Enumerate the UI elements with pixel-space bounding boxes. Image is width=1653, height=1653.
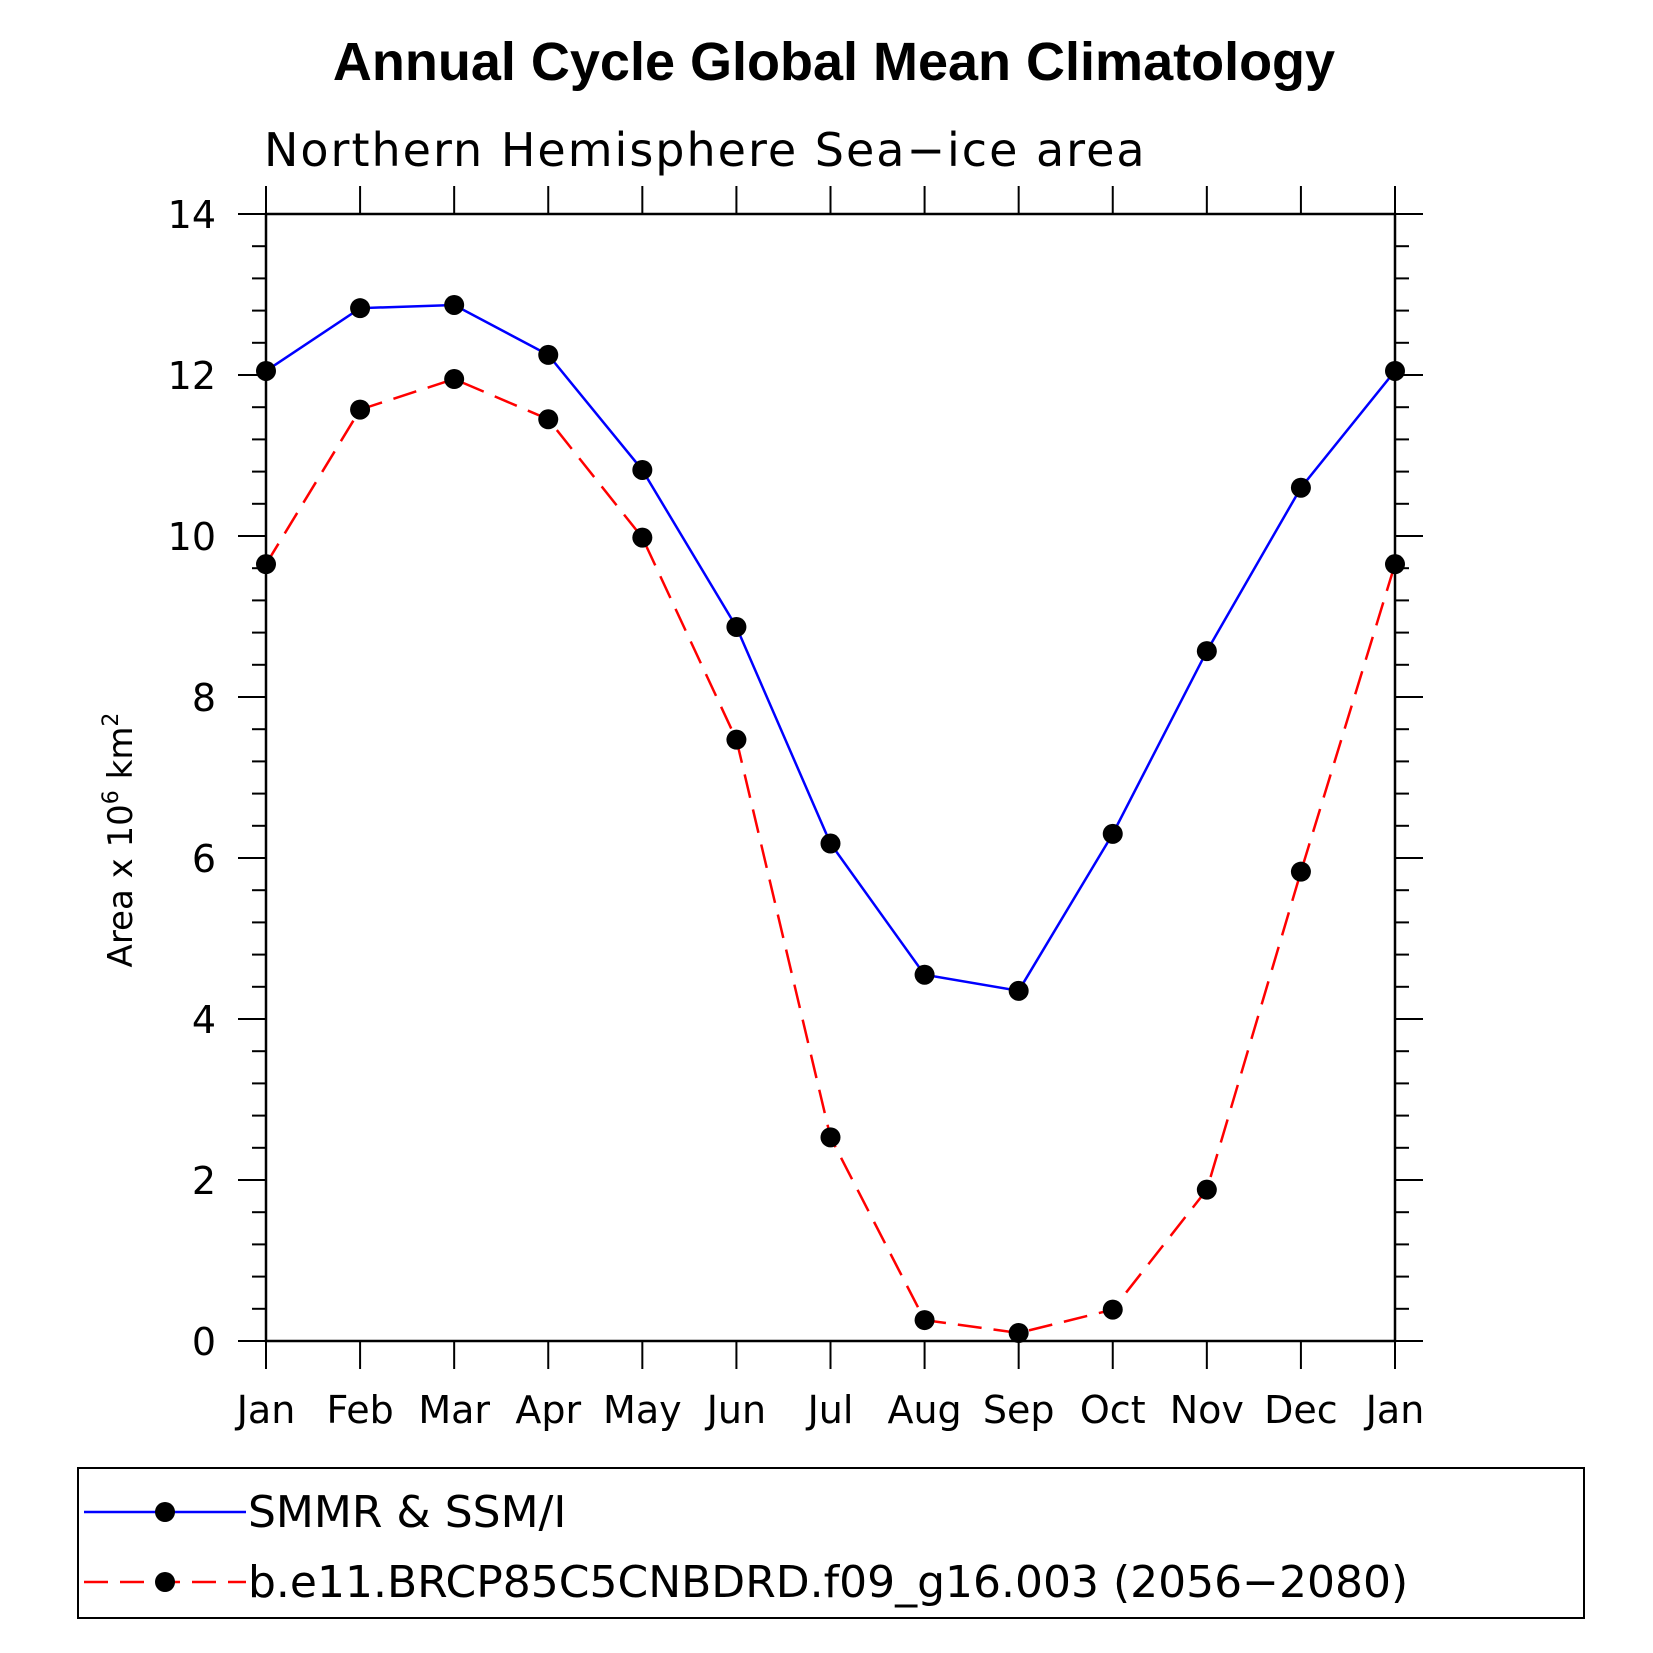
x-tick-label: Oct <box>1080 1388 1146 1432</box>
svg-text:Area x 106 km2: Area x 106 km2 <box>99 713 141 968</box>
x-tick-label: Jan <box>1364 1388 1425 1432</box>
series-point <box>914 1310 935 1331</box>
series-point <box>256 360 276 381</box>
x-tick-label: Jun <box>705 1388 766 1432</box>
y-axis-label-unit-spacer <box>101 779 141 790</box>
series-point <box>1290 861 1311 882</box>
series-point <box>350 298 371 319</box>
y-axis-ticks: 0 2 4 6 8 10 12 14 <box>168 193 1423 1364</box>
y-tick-label: 12 <box>168 354 216 398</box>
y-axis-label-unit: km <box>101 727 141 780</box>
y-axis-label-main: Area x 10 <box>101 804 141 967</box>
series-point <box>632 527 653 548</box>
series-point <box>1385 360 1405 381</box>
y-tick-label: 10 <box>168 515 216 559</box>
x-tick-label: Mar <box>418 1388 490 1432</box>
series-point <box>1102 823 1123 844</box>
legend-items: SMMR & SSM/I b.e11.BRCP85C5CNBDRD.f09_g16… <box>84 1487 1408 1608</box>
legend-label: b.e11.BRCP85C5CNBDRD.f09_g16.003 (2056−2… <box>248 1557 1408 1608</box>
y-tick-label: 8 <box>192 676 216 720</box>
series-point <box>632 459 653 480</box>
series-line <box>265 303 1396 993</box>
x-tick-label: Feb <box>326 1388 393 1432</box>
x-tick-label: Sep <box>983 1388 1055 1432</box>
x-tick-label: Aug <box>887 1388 961 1432</box>
series-point <box>538 409 559 430</box>
series-point <box>726 729 747 750</box>
series-point <box>1196 641 1217 662</box>
legend: SMMR & SSM/I b.e11.BRCP85C5CNBDRD.f09_g16… <box>77 1467 1585 1619</box>
x-tick-label: Dec <box>1264 1388 1338 1432</box>
y-axis-label-exponent: 6 <box>99 790 124 804</box>
chart-subtitle: Northern Hemisphere Sea−ice area <box>264 123 1147 177</box>
legend-marker <box>155 1572 175 1592</box>
x-tick-label: Jul <box>806 1388 854 1432</box>
series-layer <box>256 294 1405 1343</box>
series-point <box>256 554 276 575</box>
series-point <box>1008 1322 1029 1343</box>
series-point <box>820 1127 841 1148</box>
y-axis-label: Area x 106 km2 <box>99 713 141 968</box>
x-axis-ticks: Jan Feb Mar Apr May Jun Jul Aug Sep Oct Nov Dec Jan <box>235 186 1425 1432</box>
y-tick-label: 6 <box>192 837 216 881</box>
series-point <box>1290 477 1311 498</box>
series-1 <box>256 369 1405 1343</box>
series-point <box>1385 554 1405 575</box>
chart-title: Annual Cycle Global Mean Climatology <box>333 32 1335 92</box>
legend-label: SMMR & SSM/I <box>248 1487 566 1538</box>
series-0 <box>256 294 1405 1001</box>
y-tick-label: 4 <box>192 998 216 1042</box>
y-tick-label: 2 <box>192 1159 216 1203</box>
series-point <box>1196 1179 1217 1200</box>
series-point <box>726 616 747 637</box>
x-tick-label: Nov <box>1170 1388 1244 1432</box>
series-point <box>444 294 465 315</box>
series-point <box>1102 1299 1123 1320</box>
legend-marker <box>155 1502 175 1522</box>
legend-item-0: SMMR & SSM/I <box>84 1487 566 1538</box>
y-tick-label: 14 <box>168 193 216 237</box>
series-point <box>820 833 841 854</box>
series-point <box>444 369 465 390</box>
series-point <box>350 399 371 420</box>
y-axis-label-unit-exponent: 2 <box>99 713 124 727</box>
series-point <box>538 344 559 365</box>
plot-border <box>264 212 1397 1343</box>
legend-box <box>77 1467 1585 1619</box>
y-tick-label: 0 <box>192 1320 216 1364</box>
x-tick-label: Apr <box>515 1388 581 1432</box>
plot-frame <box>264 212 1397 1343</box>
series-point <box>914 964 935 985</box>
x-tick-label: Jan <box>235 1388 296 1432</box>
x-tick-label: May <box>603 1388 682 1432</box>
legend-item-1: b.e11.BRCP85C5CNBDRD.f09_g16.003 (2056−2… <box>84 1557 1408 1608</box>
series-line <box>264 377 1397 1335</box>
series-point <box>1008 980 1029 1001</box>
